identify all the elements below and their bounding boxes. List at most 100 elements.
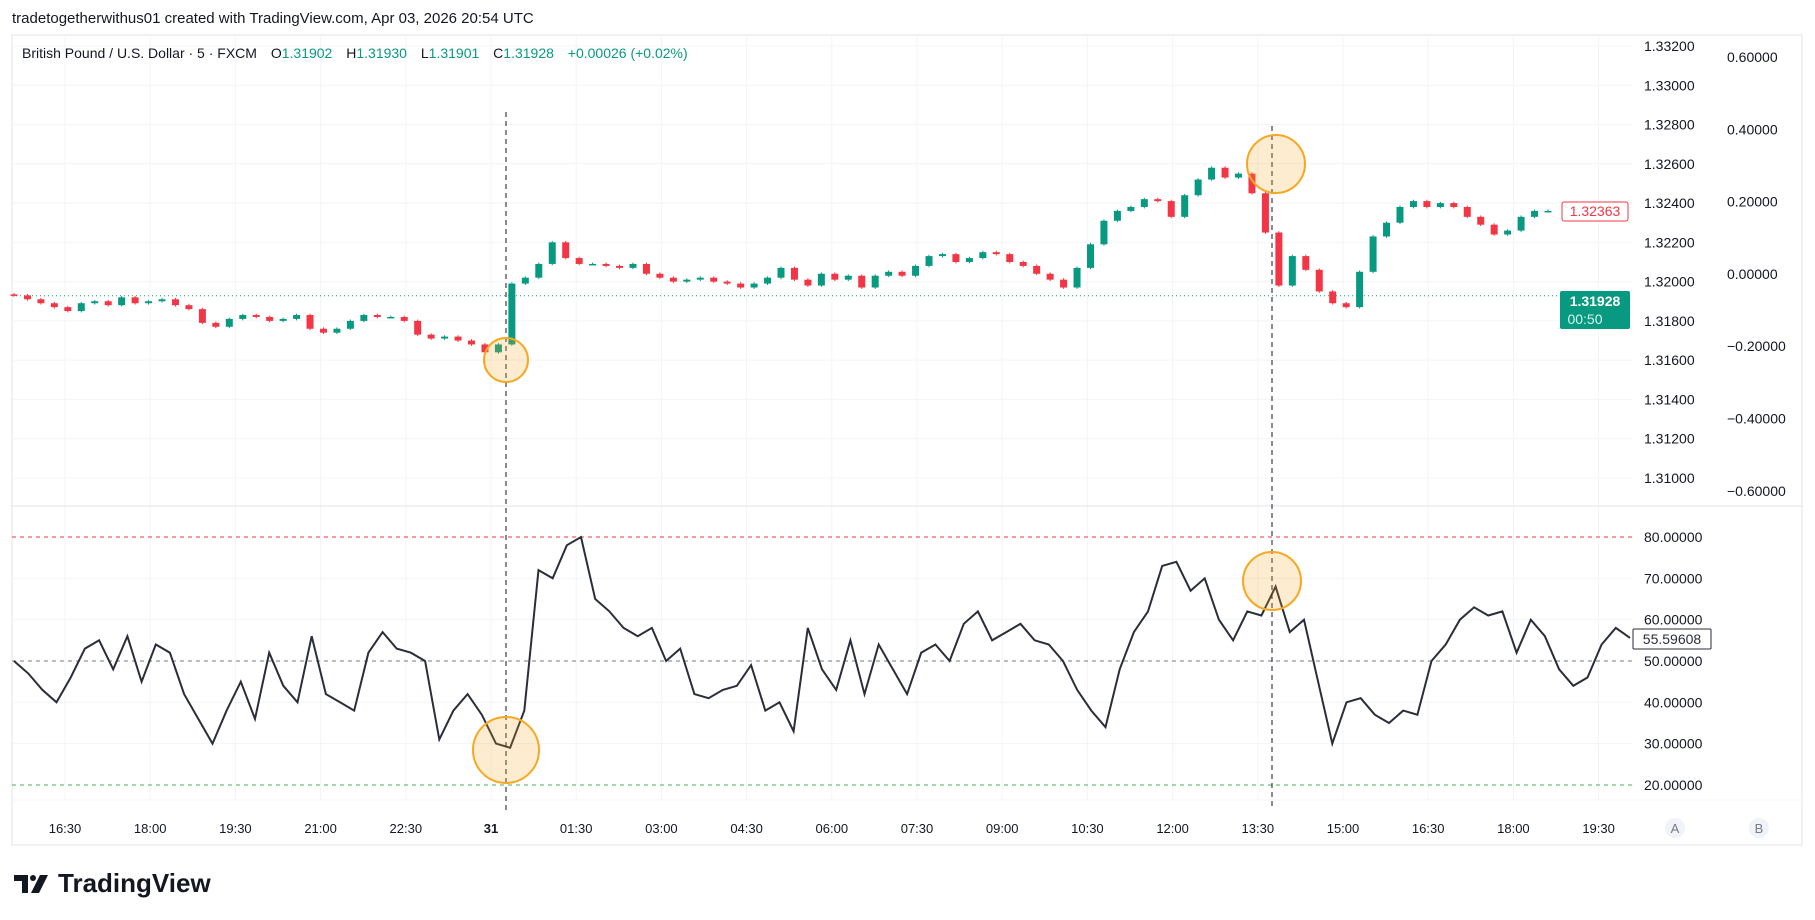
grid: [12, 36, 1632, 800]
candle: [898, 270, 906, 278]
candle-body: [979, 252, 987, 259]
low-label: L: [420, 45, 429, 61]
candle: [198, 307, 206, 325]
candle-body: [669, 277, 677, 282]
candle: [1490, 223, 1498, 236]
candle-body: [1544, 210, 1552, 213]
rsi-axis[interactable]: 80.00000 70.00000 60.00000 50.00000 40.00000…: [1644, 529, 1703, 793]
time-axis[interactable]: 16:30 18:00 19:30 21:00 22:30 31 01:30 03:00 04:…: [49, 821, 1615, 836]
candle-body: [454, 336, 462, 341]
candle: [427, 333, 435, 340]
price-tick-label: 1.32600: [1644, 156, 1695, 172]
secondary-tick-label: 0.40000: [1727, 121, 1778, 137]
candle-body: [602, 263, 610, 266]
price-tick-label: 1.33000: [1644, 77, 1695, 93]
symbol-legend[interactable]: British Pound / U.S. Dollar · 5 · FXCM O…: [22, 45, 688, 61]
price-tick-label: 1.32800: [1644, 117, 1695, 133]
time-tick-label: 04:30: [730, 821, 763, 836]
candle-body: [333, 328, 341, 333]
candle: [1046, 272, 1054, 282]
time-tick-label: 16:30: [1412, 821, 1445, 836]
candle: [468, 339, 476, 346]
candle: [23, 293, 31, 301]
open-label: O: [270, 45, 282, 61]
candle: [1033, 264, 1041, 276]
close-label: C: [493, 45, 504, 61]
candle-body: [1369, 236, 1377, 272]
secondary-axis[interactable]: 0.60000 0.40000 0.20000 0.00000 −0.20000 −0.4…: [1727, 49, 1786, 499]
axis-button-a[interactable]: A: [1665, 818, 1685, 838]
countdown-text: 00:50: [1567, 311, 1602, 327]
candle-body: [1450, 203, 1458, 208]
candle-body: [64, 307, 72, 312]
low-value: 1.31901: [428, 45, 480, 61]
candle: [1315, 268, 1323, 293]
symbol-name: British Pound / U.S. Dollar · 5 · FXCM: [22, 45, 257, 61]
candle: [656, 272, 664, 280]
candle: [723, 280, 731, 285]
price-axis[interactable]: 1.33200 1.33000 1.32800 1.32600 1.32400 1.322…: [1644, 38, 1695, 486]
candle: [171, 297, 179, 307]
candle: [91, 299, 99, 305]
time-tick-label: 31: [484, 821, 498, 836]
candle: [535, 262, 543, 280]
candle: [1517, 215, 1525, 232]
candle: [642, 262, 650, 276]
highlight-circle-rsi-high[interactable]: [1242, 551, 1302, 611]
candle-body: [1302, 256, 1310, 270]
candle: [979, 250, 987, 260]
candle-body: [1329, 291, 1337, 304]
candle: [1356, 270, 1364, 309]
candle-body: [171, 299, 179, 306]
candle: [790, 266, 798, 282]
rsi-line: [13, 535, 1631, 750]
time-tick-label: 03:00: [645, 821, 678, 836]
candle: [1113, 209, 1121, 223]
change-value: +0.00026 (+0.02%): [567, 45, 688, 61]
candle-body: [23, 295, 31, 300]
price-tick-label: 1.31600: [1644, 352, 1695, 368]
candle: [602, 262, 610, 268]
candle: [266, 315, 274, 323]
candle-body: [535, 263, 543, 278]
tradingview-logo[interactable]: TradingView: [14, 868, 211, 899]
time-tick-label: 06:00: [816, 821, 849, 836]
candle-body: [252, 314, 260, 317]
axis-button-b[interactable]: B: [1749, 818, 1769, 838]
candle-body: [1154, 199, 1162, 202]
candle-body: [858, 275, 866, 288]
candle-body: [1288, 256, 1296, 286]
candle-body: [1383, 222, 1391, 237]
candle-body: [521, 277, 529, 284]
candle-body: [1046, 273, 1054, 280]
marker-price-label: 1.32363: [1561, 201, 1629, 222]
candle-body: [804, 279, 812, 286]
price-tick-label: 1.32000: [1644, 274, 1695, 290]
candle-body: [50, 303, 58, 308]
rsi-tick-label: 70.00000: [1644, 570, 1703, 586]
candle-body: [790, 267, 798, 280]
highlight-circle-rsi-low[interactable]: [472, 716, 540, 784]
candle-body: [279, 318, 287, 321]
candle-body: [831, 273, 839, 280]
candle: [1463, 205, 1471, 219]
candle: [1504, 229, 1512, 236]
highlight-circle-price-low[interactable]: [483, 337, 529, 383]
marker-price-text: 1.32363: [1570, 203, 1621, 219]
candle: [373, 313, 381, 319]
candle: [1369, 235, 1377, 274]
rsi-value-label: 55.59608: [1632, 628, 1712, 650]
candle-body: [1396, 207, 1404, 223]
candle-body: [293, 314, 301, 319]
candle-body: [427, 334, 435, 339]
highlight-circle-price-high[interactable]: [1246, 134, 1306, 194]
candle: [252, 313, 260, 319]
candle-body: [1140, 199, 1148, 208]
candle-body: [225, 318, 233, 327]
tradingview-logo-icon: [14, 874, 48, 893]
candle-body: [844, 275, 852, 280]
time-tick-label: 16:30: [49, 821, 82, 836]
candle-body: [10, 294, 18, 296]
candle-body: [1517, 216, 1525, 231]
